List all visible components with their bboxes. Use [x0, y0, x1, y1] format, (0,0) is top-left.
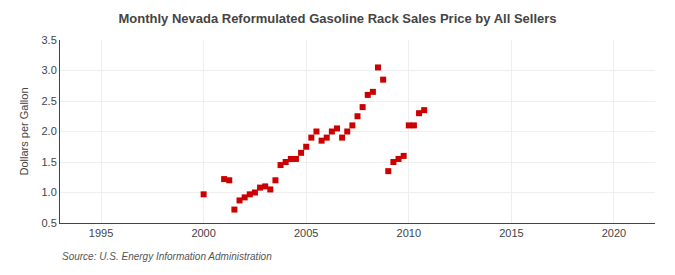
svg-text:Monthly Nevada Reformulated Ga: Monthly Nevada Reformulated Gasoline Rac…	[118, 11, 556, 26]
svg-text:1.5: 1.5	[42, 156, 57, 168]
svg-text:1995: 1995	[89, 227, 113, 239]
svg-text:3.0: 3.0	[42, 64, 57, 76]
svg-text:3.5: 3.5	[42, 34, 57, 46]
svg-text:0.5: 0.5	[42, 217, 57, 229]
svg-text:2.0: 2.0	[42, 125, 57, 137]
svg-text:Source: U.S. Energy Informatio: Source: U.S. Energy Information Administ…	[62, 251, 272, 262]
svg-text:2000: 2000	[191, 227, 215, 239]
svg-text:2.5: 2.5	[42, 95, 57, 107]
svg-text:Dollars per Gallon: Dollars per Gallon	[18, 87, 30, 175]
svg-text:2020: 2020	[602, 227, 626, 239]
svg-text:1.0: 1.0	[42, 186, 57, 198]
svg-text:2015: 2015	[499, 227, 523, 239]
svg-text:2010: 2010	[397, 227, 421, 239]
svg-text:2005: 2005	[294, 227, 318, 239]
